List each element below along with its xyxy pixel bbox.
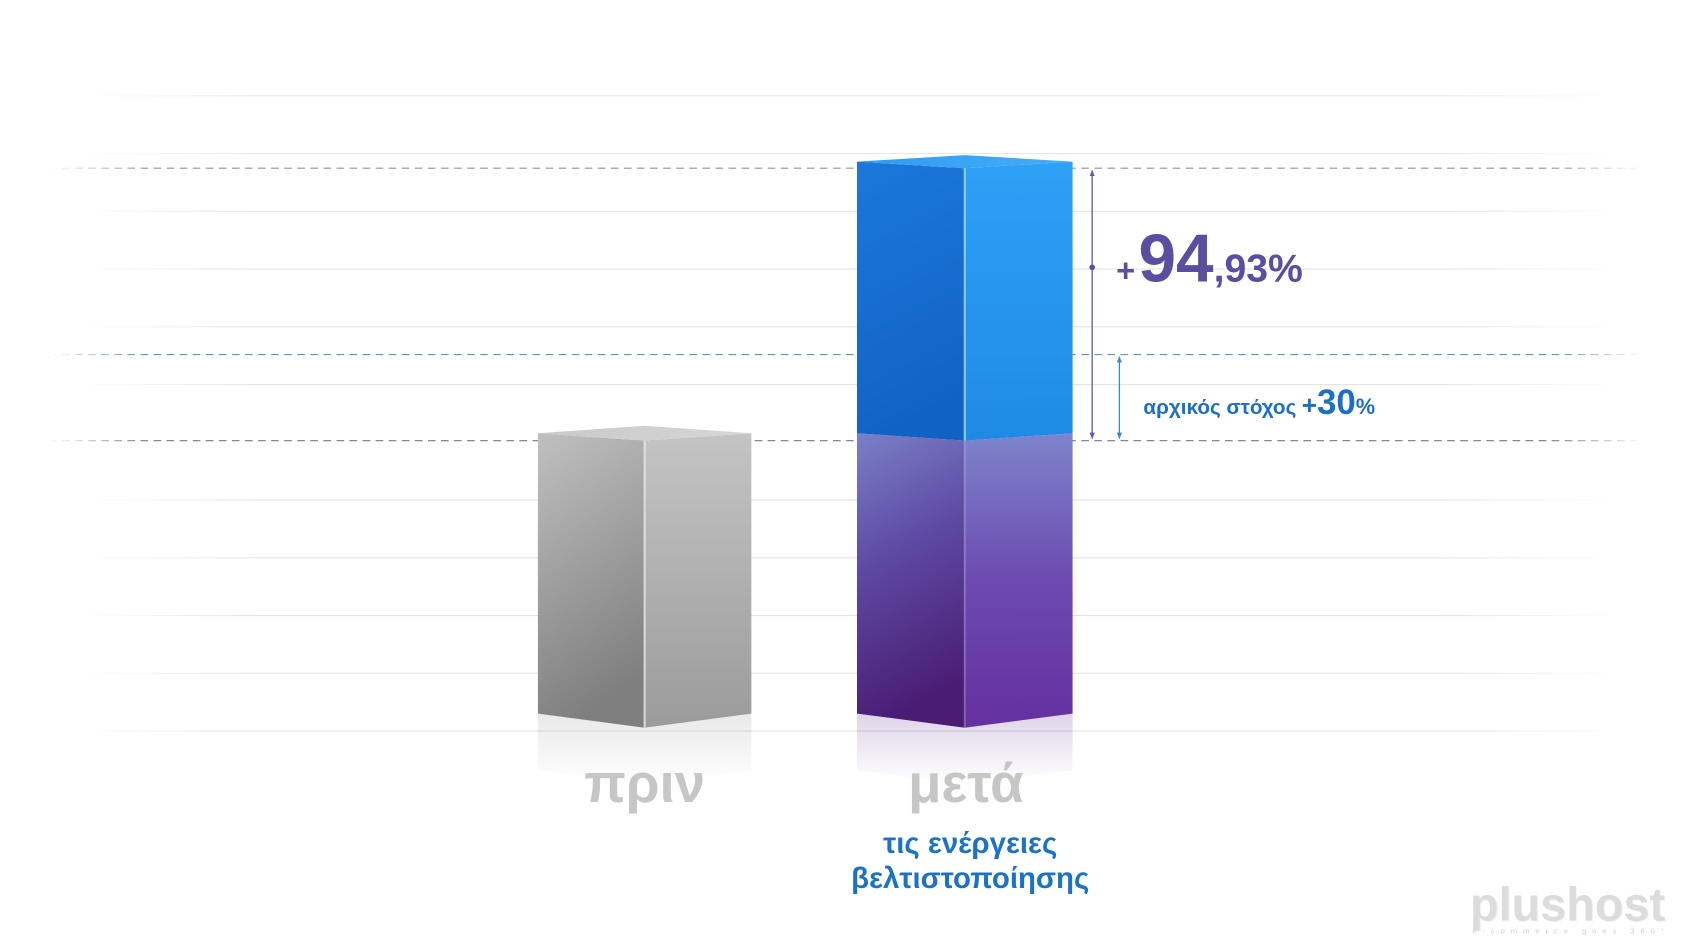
bar-after-gain-left-face: [856, 161, 965, 441]
target-label-text: αρχικός στόχος: [1143, 396, 1296, 419]
target-label-whole: 30: [1317, 383, 1356, 422]
increase-label-plus: +: [1116, 252, 1135, 289]
category-label-before: πριν: [584, 753, 705, 814]
target-label-unit: %: [1356, 394, 1375, 419]
increase-connector-dot: [1089, 264, 1096, 271]
bar-after-base-right-face: [964, 433, 1073, 728]
target-label-plus: +: [1302, 390, 1317, 420]
bar-before: [537, 425, 752, 785]
target-label: αρχικός στόχος +30%: [1143, 383, 1375, 422]
bar-before-right-face: [644, 433, 752, 728]
logo: plushost plushost e-commerce goes 360°: [1470, 879, 1667, 936]
gridlines: [76, 95, 1623, 732]
increase-label: +94,93%: [1116, 222, 1303, 297]
bar-before-left-face: [537, 433, 645, 728]
category-note-line-2: βελτιστοποίησης: [851, 862, 1089, 895]
increase-label-fraction: ,93%: [1214, 248, 1303, 291]
bar-after-reflection: [856, 713, 1073, 785]
category-label-after: μετά: [908, 753, 1023, 814]
logo-wordmark: plushost: [1471, 880, 1666, 932]
bar-before-reflection: [537, 713, 752, 785]
increase-label-whole: 94: [1138, 222, 1214, 297]
bar-after-base-left-face: [856, 433, 965, 728]
category-note-line-1: τις ενέργειες: [883, 827, 1057, 860]
bar-after-gain-right-face: [964, 161, 1073, 441]
bar-after-base-segment: [856, 433, 1073, 728]
bar-after: [856, 155, 1073, 785]
bar-before-top-face: [537, 425, 752, 441]
bar-after-gain-segment: [856, 155, 1073, 441]
logo-wordmark-face: plushost: [1470, 879, 1665, 931]
